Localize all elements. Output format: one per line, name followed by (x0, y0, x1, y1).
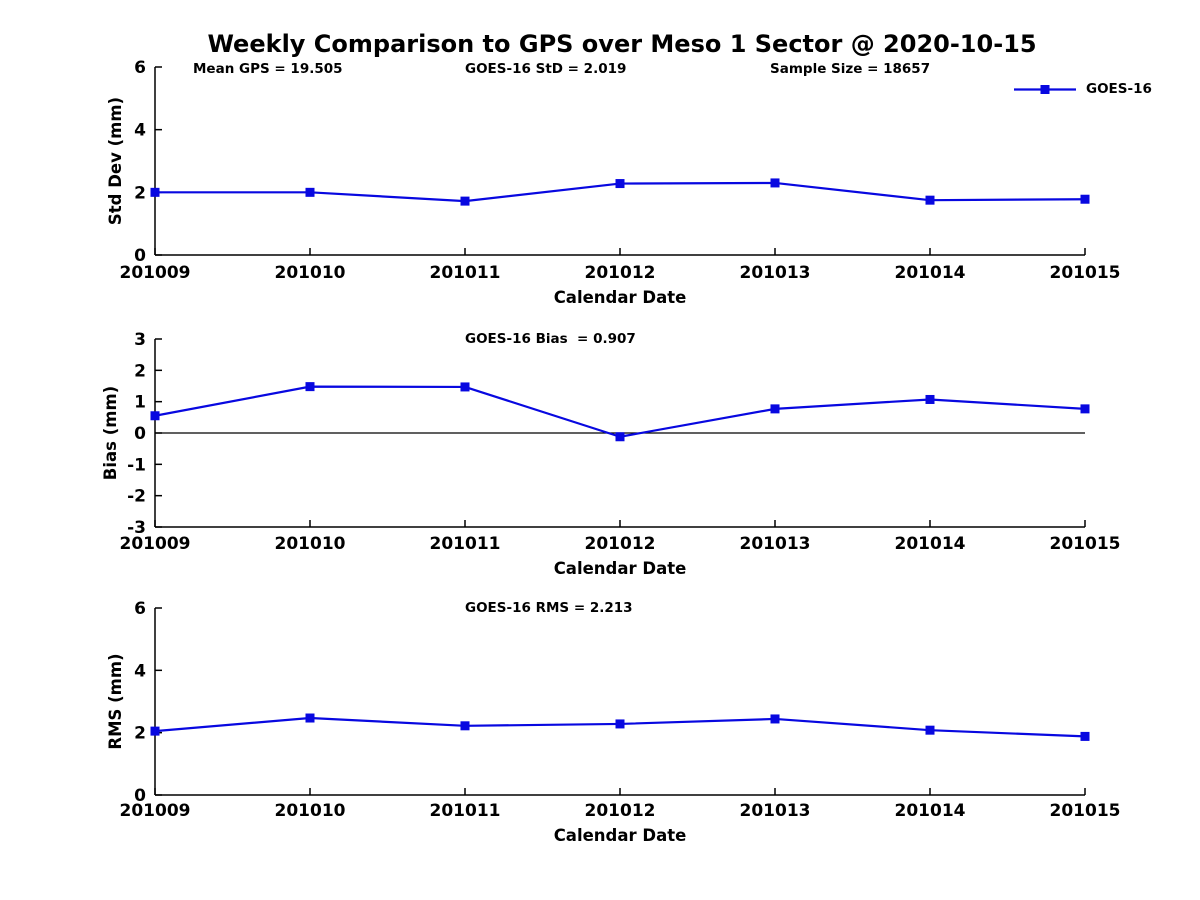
x-tick-label: 201015 (1050, 801, 1121, 821)
stat-sample-size: Sample Size = 18657 (770, 61, 931, 77)
data-point-marker (150, 187, 160, 197)
x-tick-label: 201010 (275, 801, 346, 821)
y-tick-label: 4 (134, 121, 146, 141)
x-tick-label: 201012 (585, 801, 656, 821)
data-point-marker (1080, 404, 1090, 414)
data-point-marker (615, 719, 625, 729)
x-tick-label: 201014 (895, 263, 966, 283)
x-tick-label: 201010 (275, 263, 346, 283)
y-axis-label: Bias (mm) (101, 386, 120, 480)
x-tick-label: 201009 (120, 801, 191, 821)
data-point-marker (460, 382, 470, 392)
x-tick-label: 201009 (120, 534, 191, 554)
y-tick-label: 0 (134, 246, 146, 266)
figure-title: Weekly Comparison to GPS over Meso 1 Sec… (207, 30, 1037, 58)
y-tick-label: 2 (134, 361, 146, 381)
x-tick-label: 201013 (740, 534, 811, 554)
y-tick-label: 6 (134, 599, 146, 619)
data-point-marker (770, 714, 780, 724)
chart-annotation: GOES-16 Bias = 0.907 (465, 331, 636, 347)
y-tick-label: -3 (127, 518, 146, 538)
y-tick-label: 3 (134, 330, 146, 350)
x-tick-label: 201015 (1050, 534, 1121, 554)
x-tick-label: 201013 (740, 801, 811, 821)
data-point-marker (615, 432, 625, 442)
x-tick-label: 201012 (585, 534, 656, 554)
y-tick-label: -2 (127, 487, 146, 507)
data-point-marker (305, 187, 315, 197)
rms-chart: 0 2 4 6 201009 201010 201011 201012 201013 201014… (106, 599, 1120, 845)
data-point-marker (770, 404, 780, 414)
y-tick-label: 4 (134, 661, 146, 681)
legend-line-marker-icon (1014, 84, 1076, 94)
data-point-marker (925, 725, 935, 735)
x-axis-label: Calendar Date (554, 559, 687, 578)
x-tick-label: 201010 (275, 534, 346, 554)
x-tick-label: 201011 (430, 534, 501, 554)
y-tick-label: -1 (127, 455, 146, 475)
data-point-marker (460, 721, 470, 731)
bias-chart: -3 -2 -1 0 1 2 3 201009 201010 201011 201012 201013… (101, 330, 1120, 578)
y-axis-label: Std Dev (mm) (106, 97, 125, 225)
data-point-marker (305, 382, 315, 392)
x-tick-label: 201012 (585, 263, 656, 283)
y-tick-label: 2 (134, 183, 146, 203)
data-point-marker (925, 195, 935, 205)
data-point-marker (1080, 194, 1090, 204)
legend: GOES-16 (1013, 81, 1152, 97)
stat-goes16-std: GOES-16 StD = 2.019 (465, 61, 627, 77)
legend-label: GOES-16 (1086, 81, 1152, 97)
y-axis-label: RMS (mm) (106, 653, 125, 749)
x-tick-label: 201009 (120, 263, 191, 283)
x-tick-label: 201011 (430, 801, 501, 821)
stat-mean-gps: Mean GPS = 19.505 (193, 61, 343, 77)
data-point-marker (615, 179, 625, 189)
y-tick-label: 2 (134, 724, 146, 744)
data-point-marker (460, 196, 470, 206)
x-axis-label: Calendar Date (554, 288, 687, 307)
y-tick-label: 0 (134, 786, 146, 806)
data-point-marker (925, 394, 935, 404)
x-tick-label: 201014 (895, 534, 966, 554)
data-point-marker (150, 726, 160, 736)
x-tick-label: 201013 (740, 263, 811, 283)
data-point-marker (1080, 731, 1090, 741)
data-line (154, 385, 1086, 438)
y-tick-label: 1 (134, 393, 146, 413)
x-tick-label: 201011 (430, 263, 501, 283)
x-tick-label: 201014 (895, 801, 966, 821)
y-tick-label: 0 (134, 424, 146, 444)
std-dev-chart: 0 2 4 6 201009 201010 201011 201012 201013 201014… (106, 58, 1120, 307)
x-axis-label: Calendar Date (554, 826, 687, 845)
data-point-marker (770, 178, 780, 188)
data-point-marker (150, 411, 160, 421)
x-tick-label: 201015 (1050, 263, 1121, 283)
y-tick-label: 6 (134, 58, 146, 78)
chart-annotation: GOES-16 RMS = 2.213 (465, 600, 633, 616)
data-point-marker (305, 713, 315, 723)
